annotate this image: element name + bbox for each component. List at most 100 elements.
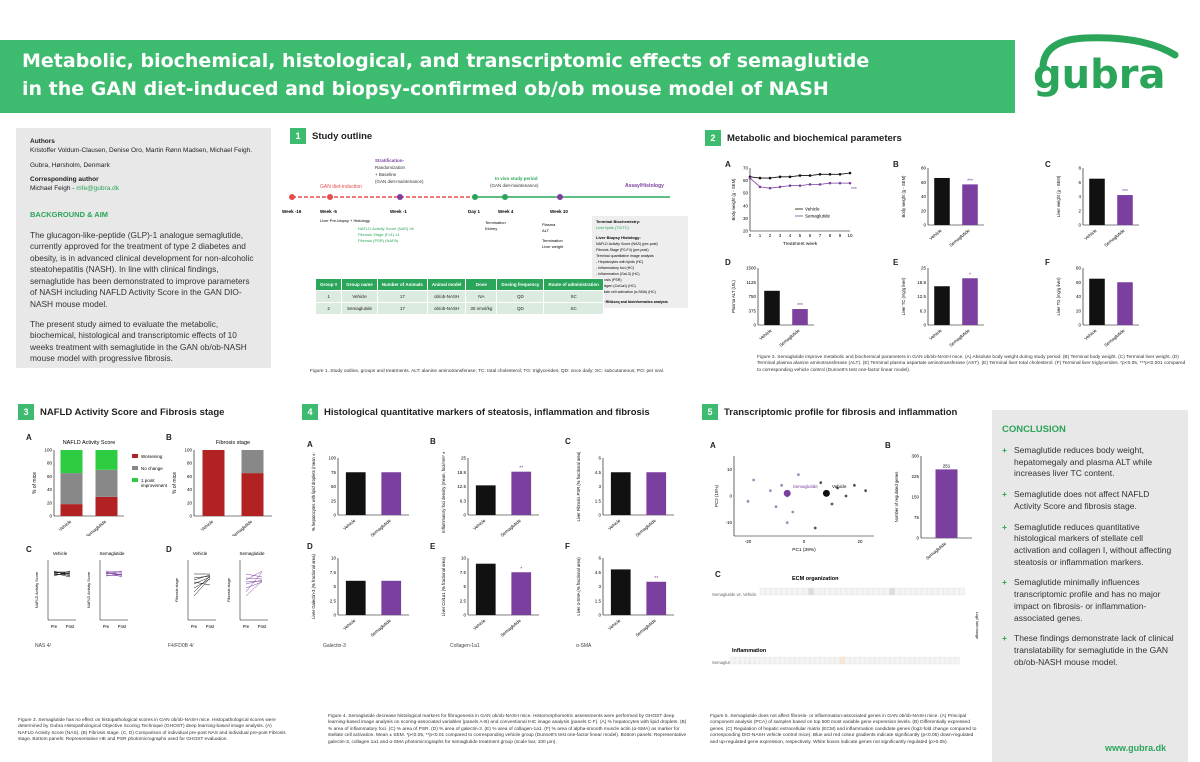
y-tick-label: 20 <box>921 208 927 213</box>
table-header-cell: Dosing frequency <box>496 278 545 291</box>
item-termination-w4: Termination <box>485 220 506 225</box>
website-link[interactable]: www.gubra.dk <box>1105 743 1167 753</box>
svg-text:Day 1: Day 1 <box>468 209 481 214</box>
y-tick-label: 0 <box>753 323 756 328</box>
heatmap-cell <box>849 656 855 665</box>
bar-vehicle <box>764 290 780 325</box>
y-tick-label: 80 <box>1076 266 1082 271</box>
chart-3a: NAFLD Activity Score 0 20 40 60 80 100 % of mic… <box>32 440 168 536</box>
section-4-title: Histological quantitative markers of ste… <box>324 407 650 418</box>
terminal-title: Terminal Biochemistry: <box>596 219 640 224</box>
heatmap-cell <box>765 587 771 596</box>
heatmap-cell <box>889 656 895 665</box>
heatmap-cell <box>859 656 865 665</box>
x-tick-label: Vehicle <box>607 518 622 531</box>
heatmap-cell <box>884 656 890 665</box>
y-tick-label: 0 <box>333 513 336 518</box>
bar-vehicle <box>475 563 496 615</box>
data-point <box>768 176 772 180</box>
section-2-title: Metabolic and biochemical parameters <box>727 133 902 144</box>
x-tick-label: Vehicle <box>472 618 487 631</box>
heatmap-title-inflammation: Inflammation <box>732 648 767 654</box>
email-link[interactable]: mfe@gubra.dk <box>76 185 119 193</box>
significance-mark: *** <box>851 187 857 193</box>
y-tick-label: 50 <box>743 191 749 196</box>
section-4-number: 4 <box>302 404 318 420</box>
heatmap-cell <box>884 587 890 596</box>
heatmap-cell <box>924 656 930 665</box>
x-tick-label: 1 <box>759 233 762 238</box>
x-tick-label: Vehicle <box>342 518 357 531</box>
y-tick-label: 150 <box>911 495 919 500</box>
data-label: 251 <box>943 463 951 468</box>
heatmap-cell <box>834 656 840 665</box>
bar-vehicle <box>610 472 631 515</box>
y-tick-label: 75 <box>331 470 337 475</box>
pca-point <box>844 494 848 498</box>
x-tick-label: Pre <box>191 624 198 629</box>
heatmap-cell <box>781 587 787 596</box>
pca-point <box>797 473 800 477</box>
y-axis-label: Body weight (g - SEM) <box>731 178 736 220</box>
y-tick-label: 60 <box>1076 280 1082 285</box>
heatmap-cell <box>948 587 955 596</box>
y-tick-label: 40 <box>187 487 193 492</box>
heatmap-row-label: Semaglutide vs. Vehicle <box>712 592 757 597</box>
svg-text:- Inflammation (Gal-3) (HC): - Inflammation (Gal-3) (HC) <box>596 272 640 276</box>
heatmap-cell <box>873 587 879 596</box>
y-tick-label: 60 <box>921 180 927 185</box>
background-title: BACKGROUND & AIM <box>30 209 109 219</box>
x-tick-label: 20 <box>857 539 863 544</box>
table-cell: ob/ob-NASH <box>426 302 467 315</box>
y-tick-label: 25 <box>921 266 927 271</box>
bar-segment-1-point-improvement <box>60 450 83 474</box>
heatmap-cell <box>934 656 940 665</box>
bar-semaglutide <box>511 572 532 615</box>
bar-semaglutide <box>792 309 808 325</box>
bar-segment-worsening <box>202 450 225 516</box>
heatmap-cell <box>959 587 965 596</box>
heatmap-cell <box>844 656 850 665</box>
heatmap-cell <box>764 656 770 665</box>
y-tick-label: 0 <box>598 613 601 618</box>
heatmap-cell <box>819 587 825 596</box>
title-banner: Metabolic, biochemical, histological, an… <box>0 40 1015 113</box>
phase-label-stratification: Stratification- <box>375 158 405 163</box>
y-tick-label: 300 <box>911 454 919 459</box>
subject-line <box>193 578 211 589</box>
panel-4e-label: E <box>430 542 436 551</box>
y-tick-label: 10 <box>331 556 337 561</box>
chart-4e: 0 2.5 5 7.5 10 Vehicle Semaglutide * Liver Col1a… <box>441 556 539 637</box>
panel-4f-label: F <box>565 542 570 551</box>
data-point <box>848 181 852 185</box>
item-fibrosis-stage: Fibrosis Stage (F≥1) ≥1 <box>358 232 401 237</box>
timepoint-2: Week -1 <box>390 209 407 214</box>
x-tick-label: Post <box>258 624 267 629</box>
chart-2c: 0 2 4 6 8 Vehicle Semaglutide *** Liver weight (… <box>1056 166 1139 247</box>
heatmap-cell <box>804 656 810 665</box>
heatmap-cell <box>878 587 884 596</box>
timepoint-0: Week -16 <box>282 209 302 214</box>
y-tick-label: 7.5 <box>330 570 337 575</box>
y-tick-label: 12.5 <box>917 294 926 299</box>
data-point <box>788 184 792 187</box>
table-header-cell: Number of Animals <box>376 278 428 291</box>
data-point <box>838 181 842 185</box>
bar-semaglutide <box>381 472 402 515</box>
x-tick-label: Semaglutide <box>1103 228 1126 247</box>
heatmap-cell <box>813 587 820 596</box>
x-tick-label: Vehicle <box>342 618 357 631</box>
y-tick-label: 20 <box>1076 308 1082 313</box>
table-cell: NA <box>465 290 498 303</box>
pca-point <box>819 481 823 485</box>
data-point <box>798 174 802 177</box>
y-tick-label: 1500 <box>746 266 757 271</box>
figure-4-caption: Figure 4. Semaglutide decrease histologi… <box>328 714 687 745</box>
x-tick-label: 4 <box>789 233 792 238</box>
bar-semaglutide <box>962 184 978 225</box>
heatmap-cell <box>954 656 960 665</box>
chart-title: NAFLD Activity Score <box>63 440 116 446</box>
pca-point <box>853 483 856 487</box>
y-tick-label: 1.5 <box>595 598 602 603</box>
chart-title: Fibrosis stage <box>216 440 250 446</box>
